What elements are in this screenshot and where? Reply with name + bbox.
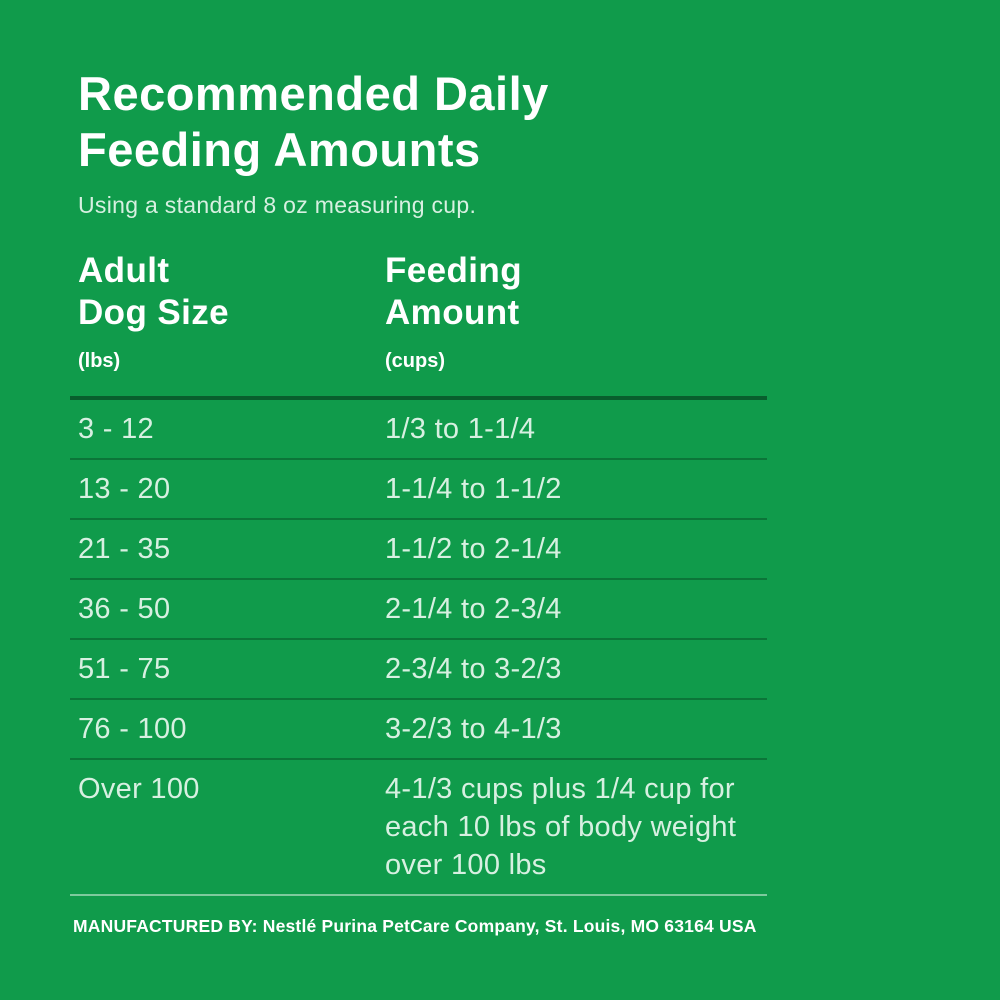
feeding-amount-value: 1-1/2 to 2-1/4 xyxy=(385,533,562,565)
column-header-feeding-amount: Feeding Amount (cups) xyxy=(385,250,770,372)
feeding-amount-value: 1-1/4 to 1-1/2 xyxy=(385,473,562,505)
table-row: Over 100 4-1/3 cups plus 1/4 cup for eac… xyxy=(70,760,767,896)
dog-size-unit-label: (lbs) xyxy=(78,350,121,372)
feeding-amount-header-line-1: Feeding xyxy=(385,251,522,290)
column-header-dog-size: Adult Dog Size (lbs) xyxy=(70,250,385,372)
feeding-amount-value: 2-3/4 to 3-2/3 xyxy=(385,653,562,685)
page-title-line-1: Recommended Daily xyxy=(78,67,549,120)
table-row: 36 - 50 2-1/4 to 2-3/4 xyxy=(70,580,767,640)
dog-size-value: 36 - 50 xyxy=(78,593,171,625)
dog-size-header-line-2: Dog Size xyxy=(78,293,229,332)
page-title: Recommended Daily Feeding Amounts xyxy=(70,66,770,178)
dog-size-value: 76 - 100 xyxy=(78,713,187,745)
feeding-table: 3 - 12 1/3 to 1-1/4 13 - 20 1-1/4 to 1-1… xyxy=(70,396,767,896)
dog-size-value: 3 - 12 xyxy=(78,413,154,445)
feeding-amount-unit-label: (cups) xyxy=(385,350,445,372)
dog-size-value: Over 100 xyxy=(78,773,200,805)
subtitle: Using a standard 8 oz measuring cup. xyxy=(78,192,477,218)
dog-size-value: 21 - 35 xyxy=(78,533,171,565)
table-row: 76 - 100 3-2/3 to 4-1/3 xyxy=(70,700,767,760)
feeding-amount-value: 4-1/3 cups plus 1/4 cup for each 10 lbs … xyxy=(385,773,737,881)
dog-size-header-line-1: Adult xyxy=(78,251,170,290)
page-title-line-2: Feeding Amounts xyxy=(78,123,481,176)
dog-size-value: 13 - 20 xyxy=(78,473,171,505)
dog-size-value: 51 - 75 xyxy=(78,653,171,685)
feeding-amount-value: 3-2/3 to 4-1/3 xyxy=(385,713,562,745)
feeding-amount-value: 1/3 to 1-1/4 xyxy=(385,413,536,445)
feeding-amount-header-text: Feeding Amount xyxy=(385,250,770,334)
feeding-amount-header-line-2: Amount xyxy=(385,293,520,332)
table-row: 13 - 20 1-1/4 to 1-1/2 xyxy=(70,460,767,520)
table-row: 3 - 12 1/3 to 1-1/4 xyxy=(70,400,767,460)
table-row: 21 - 35 1-1/2 to 2-1/4 xyxy=(70,520,767,580)
table-row: 51 - 75 2-3/4 to 3-2/3 xyxy=(70,640,767,700)
panel-content: Recommended Daily Feeding Amounts Using … xyxy=(70,66,770,937)
manufacturer-info: MANUFACTURED BY: Nestlé Purina PetCare C… xyxy=(73,916,757,936)
feeding-amount-value: 2-1/4 to 2-3/4 xyxy=(385,593,562,625)
table-column-headers: Adult Dog Size (lbs) Feeding Amount (cup… xyxy=(70,250,770,372)
dog-size-header-text: Adult Dog Size xyxy=(78,250,385,334)
